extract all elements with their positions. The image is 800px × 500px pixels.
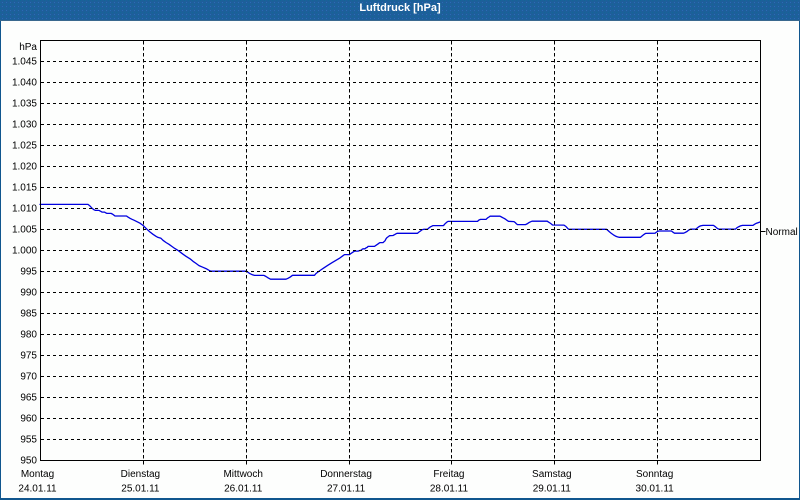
svg-text:990: 990 [20,288,37,299]
svg-text:25.01.11: 25.01.11 [121,484,160,495]
svg-text:Montag: Montag [21,469,54,480]
svg-text:1.005: 1.005 [12,225,37,236]
svg-text:985: 985 [20,309,37,320]
svg-text:1.020: 1.020 [12,162,37,173]
svg-text:1.030: 1.030 [12,120,37,131]
svg-text:980: 980 [20,330,37,341]
svg-text:26.01.11: 26.01.11 [224,484,263,495]
svg-text:hPa: hPa [19,42,37,53]
svg-text:1.045: 1.045 [12,57,37,68]
svg-text:1.035: 1.035 [12,99,37,110]
svg-text:Normal: Normal [766,227,798,238]
svg-text:965: 965 [20,393,37,404]
svg-text:1.025: 1.025 [12,141,37,152]
svg-text:950: 950 [20,456,37,467]
svg-text:1.010: 1.010 [12,204,37,215]
svg-text:Mittwoch: Mittwoch [223,469,262,480]
svg-text:Freitag: Freitag [433,469,464,480]
svg-text:970: 970 [20,372,37,383]
svg-text:28.01.11: 28.01.11 [430,484,469,495]
svg-text:1.000: 1.000 [12,246,37,257]
svg-text:975: 975 [20,351,37,362]
svg-text:Donnerstag: Donnerstag [320,469,372,480]
svg-text:1.040: 1.040 [12,78,37,89]
svg-text:Sonntag: Sonntag [636,469,673,480]
svg-text:30.01.11: 30.01.11 [636,484,675,495]
svg-text:995: 995 [20,267,37,278]
svg-text:960: 960 [20,414,37,425]
svg-text:29.01.11: 29.01.11 [533,484,572,495]
svg-text:1.015: 1.015 [12,183,37,194]
svg-text:24.01.11: 24.01.11 [18,484,57,495]
svg-text:27.01.11: 27.01.11 [327,484,366,495]
svg-text:Samstag: Samstag [532,469,571,480]
svg-text:955: 955 [20,435,37,446]
svg-text:Dienstag: Dienstag [121,469,160,480]
